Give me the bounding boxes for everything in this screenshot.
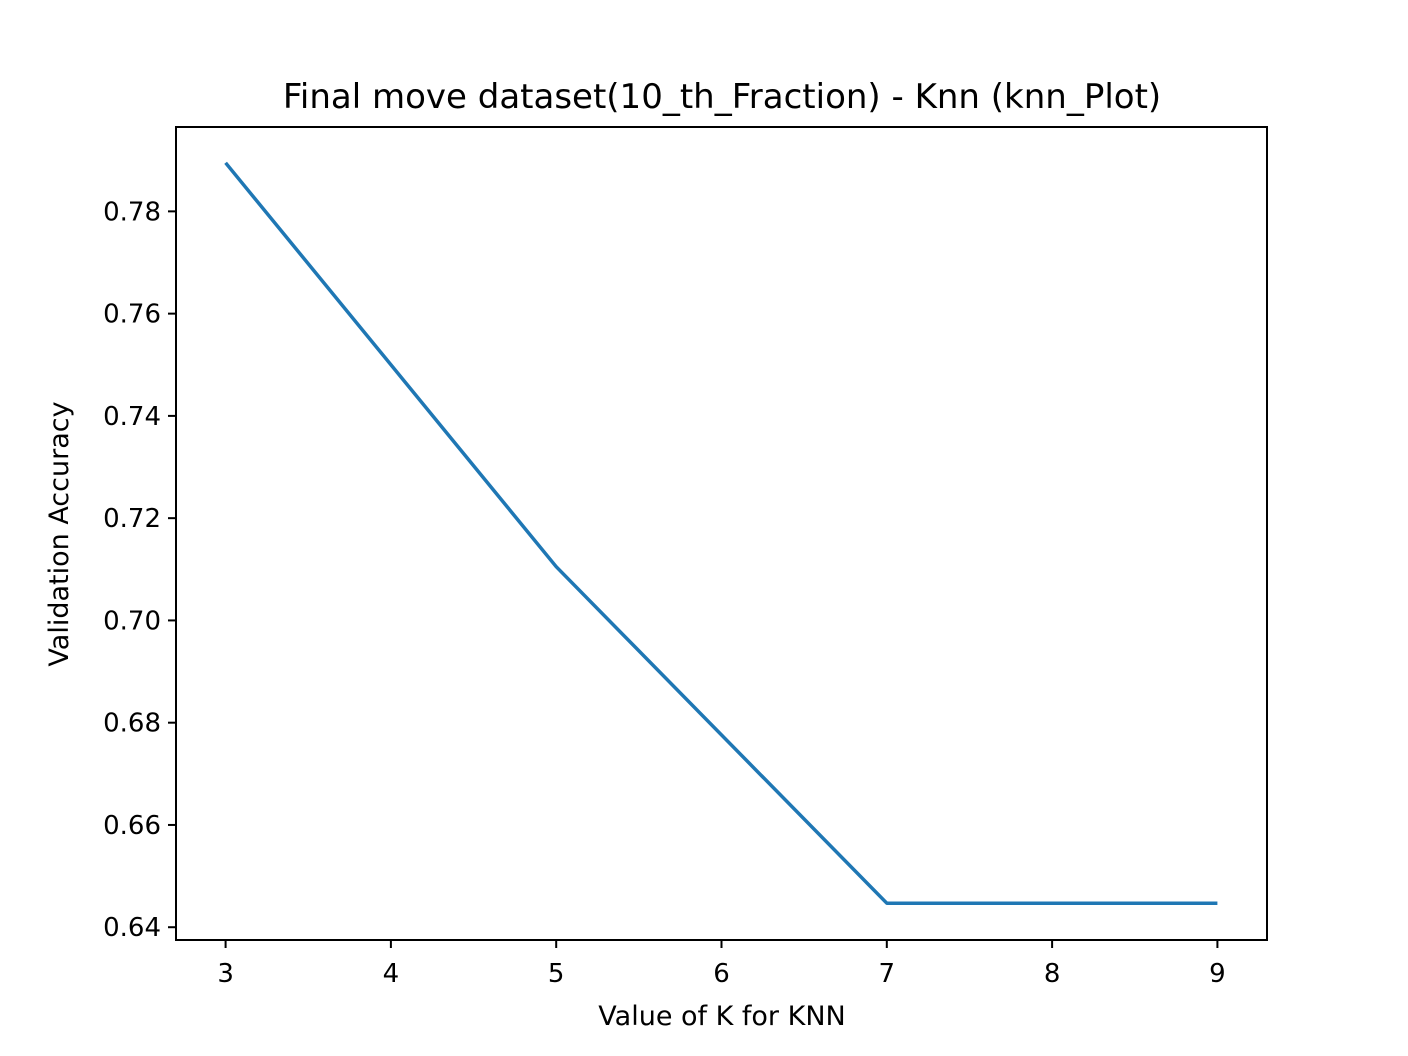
x-tick-label: 3 — [217, 959, 234, 989]
y-tick-label: 0.68 — [103, 709, 161, 739]
y-tick-label: 0.66 — [103, 811, 161, 841]
plot-series — [224, 161, 1218, 905]
x-axis-label: Value of K for KNN — [598, 1001, 845, 1032]
y-tick-label: 0.70 — [103, 606, 161, 636]
series-line-0 — [224, 161, 1218, 905]
x-tick-label: 9 — [1209, 959, 1226, 989]
x-tick-label: 4 — [383, 959, 400, 989]
y-tick-label: 0.64 — [103, 913, 161, 943]
y-tick-label: 0.78 — [103, 197, 161, 227]
x-tick-label: 6 — [713, 959, 730, 989]
x-tick-label: 7 — [879, 959, 896, 989]
y-tick-label: 0.76 — [103, 300, 161, 330]
x-tick-label: 5 — [548, 959, 565, 989]
y-axis-label: Validation Accuracy — [44, 401, 75, 666]
chart-title: Final move dataset(10_th_Fraction) - Knn… — [283, 77, 1161, 117]
x-tick-label: 8 — [1044, 959, 1061, 989]
x-ticks: 3 4 5 6 7 8 9 — [217, 940, 1226, 989]
y-tick-label: 0.74 — [103, 402, 161, 432]
y-ticks: 0.64 0.66 0.68 0.70 0.72 0.74 0.76 0.78 — [103, 197, 176, 943]
y-tick-label: 0.72 — [103, 504, 161, 534]
plot-frame — [175, 126, 1268, 941]
